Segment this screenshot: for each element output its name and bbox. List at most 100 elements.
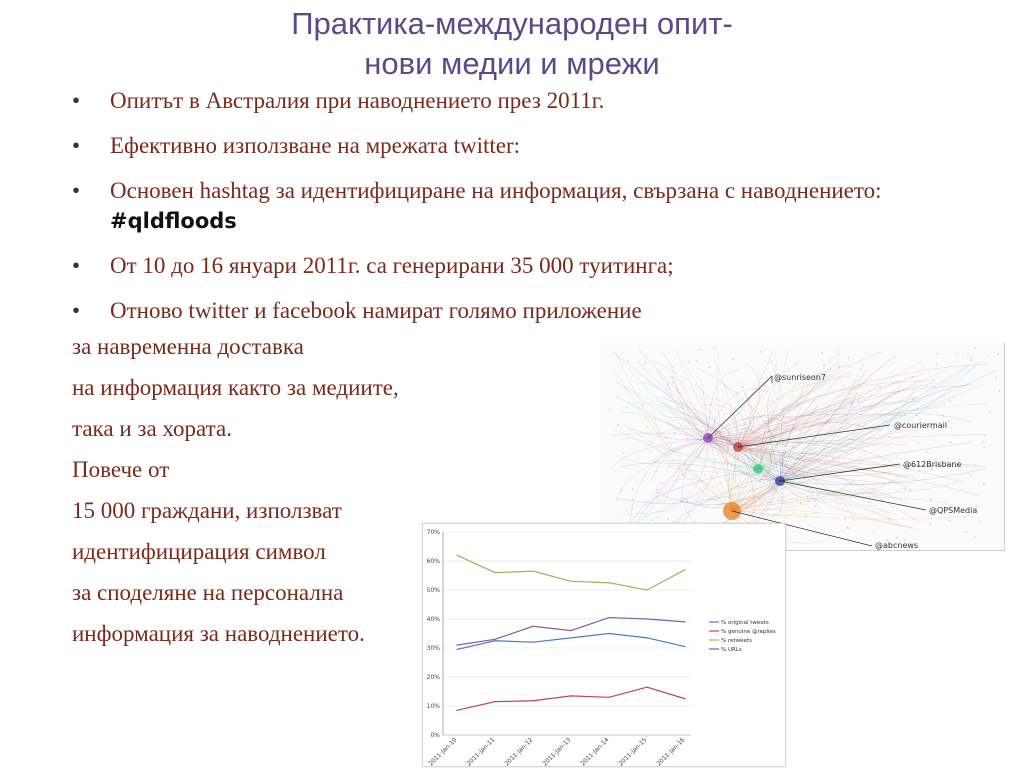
network-edge [713, 359, 737, 512]
network-node [671, 465, 673, 467]
network-edge [696, 437, 709, 459]
data-point [570, 695, 572, 697]
title-line-2: нови медии и мрежи [364, 46, 660, 81]
network-edge [707, 414, 798, 439]
network-node [686, 499, 689, 502]
network-node [641, 404, 644, 407]
network-node [867, 501, 870, 504]
network-node [656, 498, 659, 500]
network-edge [616, 480, 781, 504]
data-point [608, 582, 610, 584]
network-node [820, 351, 823, 354]
network-edge [737, 400, 920, 448]
network-edge [735, 378, 754, 448]
network-edge [737, 441, 852, 455]
network-edge [697, 367, 759, 470]
network-edge [757, 373, 837, 470]
data-point [684, 645, 686, 648]
network-edge [731, 497, 957, 512]
network-node [942, 415, 945, 417]
network-edge [731, 456, 903, 512]
network-edge [707, 404, 938, 439]
data-point [456, 648, 458, 651]
network-node [884, 420, 887, 422]
network-edge [731, 490, 908, 512]
network-node [950, 427, 952, 429]
bullet-item: • Отново twitter и facebook намират голям… [72, 296, 932, 326]
network-graph-image: @sunriseon7 @couriermail @612Brisbane @Q… [600, 343, 1005, 551]
network-edge [737, 378, 873, 448]
network-edge [707, 398, 864, 439]
network-node [656, 488, 658, 491]
title-line-1: Практика-международен опит- [291, 6, 733, 41]
network-node [671, 376, 674, 379]
network-edge [779, 393, 823, 482]
network-node [732, 358, 734, 361]
x-tick-label: 2011-Jan-13 [541, 736, 572, 766]
line-chart: 0% 10% 20% 30% 40% 50% 60% 70% 2011-Jan-10 2011-J… [422, 523, 786, 767]
bullet-text: Основен hashtag за идентифициране на инф… [110, 178, 882, 203]
network-edge [779, 364, 969, 482]
network-edge [737, 446, 878, 495]
network-edge [737, 381, 919, 448]
network-edge [779, 401, 887, 482]
network-edge [779, 361, 840, 482]
network-edge [612, 429, 733, 512]
network-node [705, 430, 707, 432]
network-edge [779, 369, 868, 482]
network-node [723, 412, 726, 415]
network-hub [753, 464, 763, 474]
y-tick-label: 50% [427, 587, 441, 594]
network-node [931, 468, 934, 470]
network-edge [757, 376, 857, 470]
network-node [631, 498, 634, 501]
network-edge [779, 479, 856, 499]
network-edge [731, 510, 972, 520]
network-node [930, 498, 933, 501]
network-edge [667, 380, 709, 439]
network-edge [731, 364, 832, 512]
network-node [644, 361, 647, 364]
network-node [879, 385, 882, 388]
network-edge [779, 365, 977, 482]
network-edge [779, 370, 997, 482]
network-edge [757, 468, 911, 537]
network-node [751, 449, 753, 452]
network-label: @QPSMedia [929, 506, 977, 515]
network-node [655, 470, 658, 473]
callout-line [707, 375, 773, 439]
callout-line [731, 510, 873, 547]
network-edge [662, 350, 709, 439]
network-node [847, 356, 850, 359]
network-edge [757, 434, 868, 470]
network-node [996, 353, 999, 355]
data-point [570, 637, 572, 639]
network-node [915, 414, 918, 417]
legend-entry: % retweets [721, 638, 752, 644]
network-edge [737, 375, 852, 448]
data-point [532, 641, 534, 643]
network-node [673, 431, 676, 434]
network-edge [623, 423, 759, 470]
network-edge [610, 437, 709, 470]
network-edge [615, 352, 733, 512]
network-edge [760, 399, 781, 482]
y-tick-label: 10% [427, 703, 441, 710]
bullet-text: От 10 до 16 януари 2011г. са генерирани … [110, 253, 674, 278]
network-node [842, 384, 845, 387]
network-edge [658, 370, 739, 448]
network-node [932, 427, 935, 430]
network-edge [661, 400, 781, 482]
network-edge [731, 357, 892, 512]
network-edge [630, 438, 759, 470]
x-tick-label: 2011-Jan-11 [465, 736, 496, 766]
network-edge [652, 479, 781, 538]
network-edge [730, 361, 778, 512]
network-node [837, 354, 840, 356]
network-node [857, 400, 859, 403]
network-node [936, 352, 939, 355]
network-edge [629, 437, 709, 532]
data-point [570, 630, 572, 632]
legend-entry: % genuine @replies [721, 629, 776, 635]
bullet-item: • Ефективно използване на мрежата twitter… [72, 131, 932, 161]
